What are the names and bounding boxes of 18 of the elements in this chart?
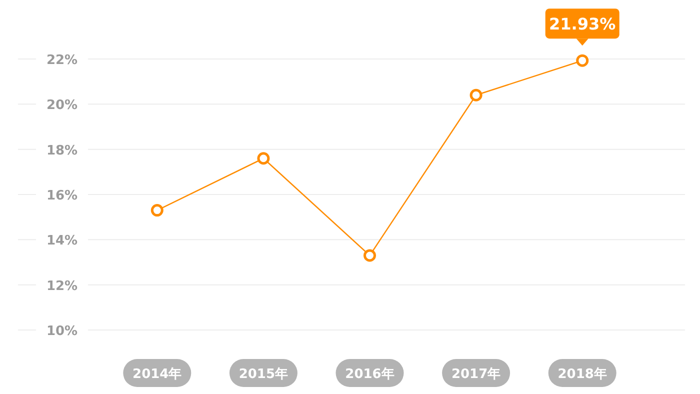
point (470, 88, 482, 102)
point (257, 152, 270, 165)
x-tick-label: 2018年 (558, 367, 607, 382)
y-tick-label: 12% (46, 278, 78, 294)
y-tick-label: 22% (46, 53, 78, 68)
data-label: 21.93% (549, 14, 616, 34)
y-tick-label: 18% (46, 143, 78, 158)
y-tick-label: 10% (46, 324, 78, 339)
x-tick-label: 2015年 (238, 367, 288, 382)
x-tick-label: 2014年 (132, 367, 182, 382)
y-tick-label: 14% (46, 234, 78, 249)
point (150, 204, 164, 217)
x-tick-label: 2016年 (345, 367, 394, 382)
point (364, 249, 376, 262)
x-tick-label: 2017年 (451, 367, 501, 382)
y-tick-label: 20% (46, 98, 78, 114)
y-tick-label: 16% (46, 188, 78, 204)
point (576, 54, 589, 67)
